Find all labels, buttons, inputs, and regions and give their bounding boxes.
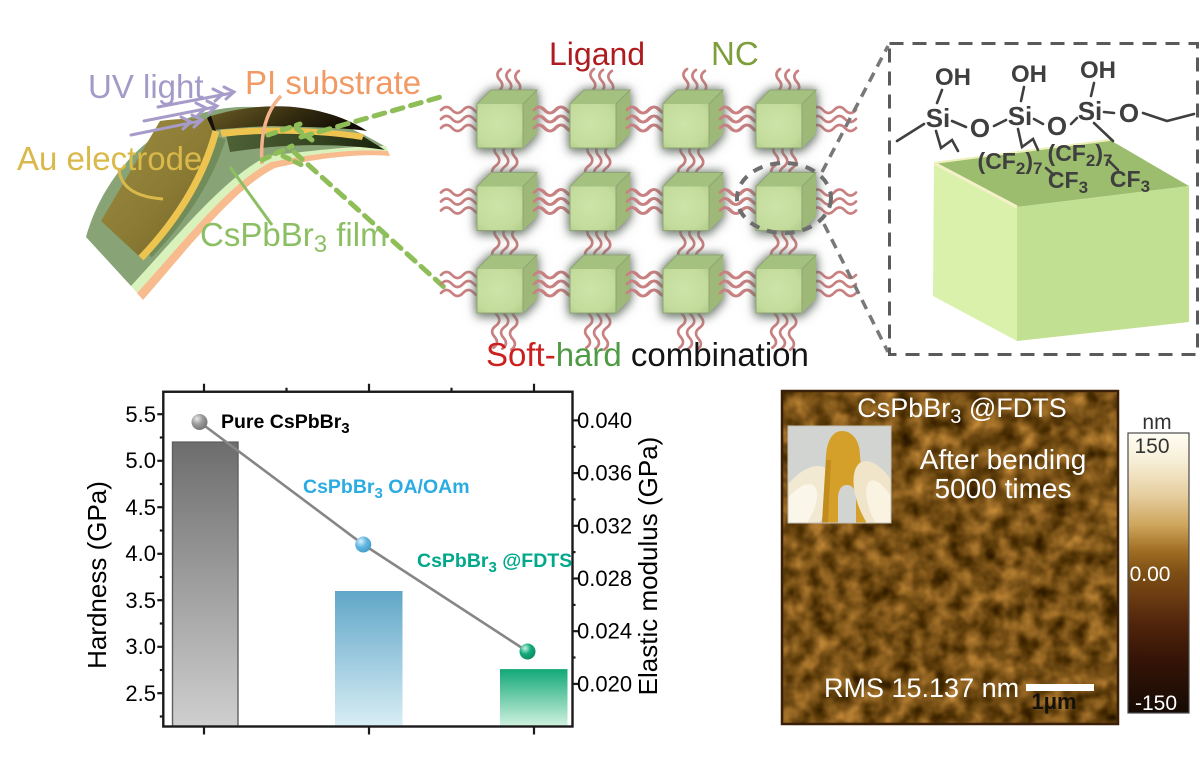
svg-text:OH: OH — [935, 64, 971, 91]
svg-text:0.020: 0.020 — [577, 671, 632, 696]
svg-text:UV light: UV light — [88, 68, 204, 105]
svg-text:Si: Si — [1078, 96, 1103, 126]
svg-text:5.0: 5.0 — [125, 448, 156, 473]
svg-text:(CF2)7: (CF2)7 — [978, 148, 1043, 178]
svg-text:CsPbBr3 OA/OAm: CsPbBr3 OA/OAm — [303, 476, 470, 502]
svg-text:O: O — [970, 113, 990, 143]
svg-text:Si: Si — [926, 103, 951, 133]
svg-text:3.0: 3.0 — [125, 634, 156, 659]
svg-text:5.5: 5.5 — [125, 402, 156, 427]
svg-text:NC: NC — [711, 35, 759, 72]
svg-text:-150: -150 — [1135, 692, 1177, 715]
svg-text:Hardness (GPa): Hardness (GPa) — [82, 481, 112, 669]
svg-text:O: O — [1119, 98, 1139, 128]
svg-text:PI substrate: PI substrate — [245, 64, 421, 101]
svg-text:Soft-hard combination: Soft-hard combination — [486, 336, 809, 373]
svg-text:0.040: 0.040 — [577, 408, 632, 433]
svg-text:4.5: 4.5 — [125, 495, 156, 520]
svg-text:0.036: 0.036 — [577, 461, 632, 486]
svg-text:CsPbBr3 @FDTS: CsPbBr3 @FDTS — [857, 393, 1067, 428]
svg-text:Pure CsPbBr3: Pure CsPbBr3 — [221, 411, 350, 437]
svg-text:Si: Si — [1008, 101, 1033, 131]
svg-text:0.024: 0.024 — [577, 619, 632, 644]
svg-text:Au electrode: Au electrode — [17, 140, 202, 177]
svg-text:After bending: After bending — [920, 444, 1087, 475]
svg-text:RMS 15.137 nm: RMS 15.137 nm — [824, 673, 1019, 703]
svg-text:2.5: 2.5 — [125, 681, 156, 706]
svg-text:CsPbBr3 film: CsPbBr3 film — [200, 216, 388, 258]
svg-text:4.0: 4.0 — [125, 541, 156, 566]
svg-text:OH: OH — [1011, 61, 1047, 88]
svg-text:5000 times: 5000 times — [935, 473, 1072, 504]
svg-text:Elastic modulus (GPa): Elastic modulus (GPa) — [633, 437, 663, 696]
svg-text:150: 150 — [1134, 435, 1169, 458]
svg-text:(CF2)7: (CF2)7 — [1048, 140, 1113, 170]
svg-text:0.028: 0.028 — [577, 566, 632, 591]
svg-text:O: O — [1047, 111, 1067, 141]
svg-text:CsPbBr3 @FDTS: CsPbBr3 @FDTS — [417, 550, 572, 576]
svg-text:0.032: 0.032 — [577, 513, 632, 538]
svg-text:1μm: 1μm — [1031, 689, 1076, 714]
svg-text:0.00: 0.00 — [1130, 563, 1171, 586]
svg-text:nm: nm — [1142, 411, 1171, 434]
svg-text:Ligand: Ligand — [549, 36, 645, 72]
svg-text:OH: OH — [1080, 57, 1116, 84]
svg-text:3.5: 3.5 — [125, 588, 156, 613]
